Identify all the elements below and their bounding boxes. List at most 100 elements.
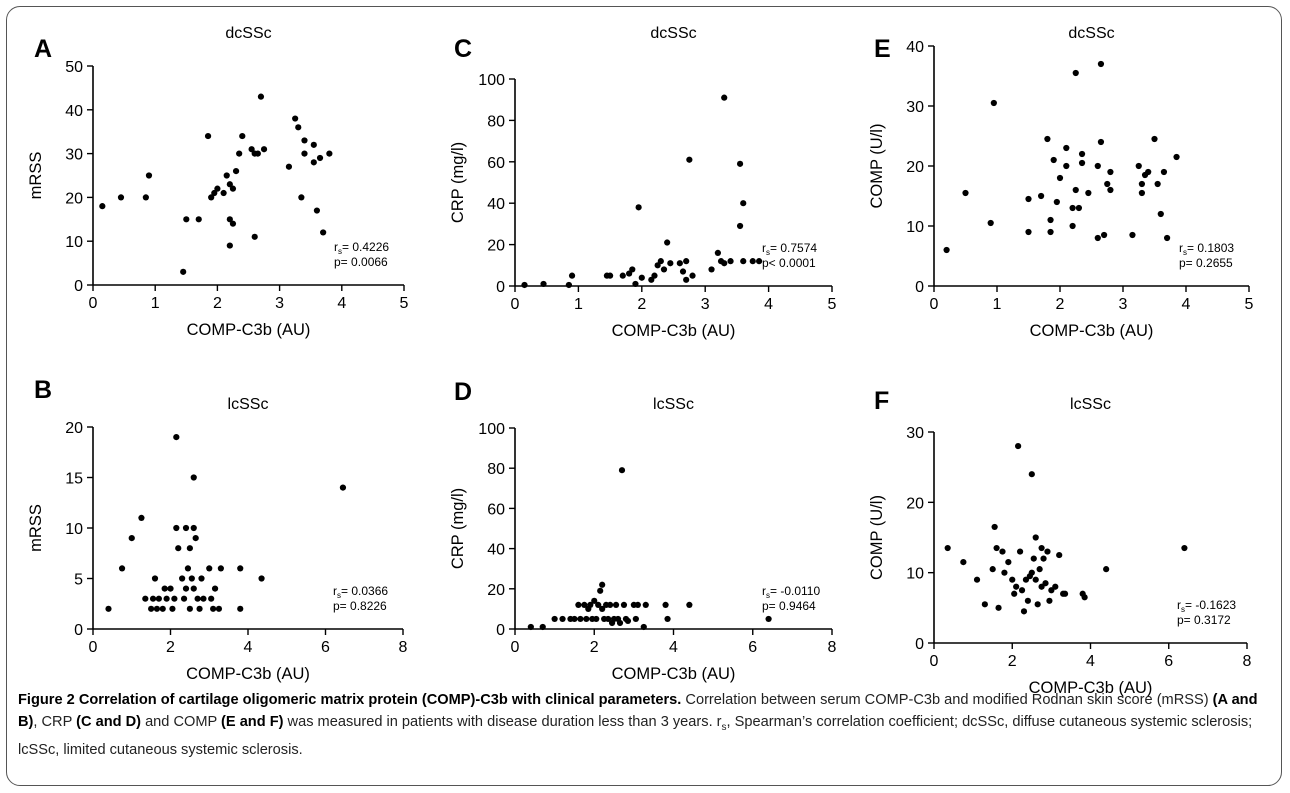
stat-r-symbol: r: [762, 241, 766, 255]
data-point: [204, 132, 212, 140]
data-point: [1030, 555, 1037, 562]
stat-r-value: = 0.1803: [1187, 241, 1234, 255]
data-point: [295, 124, 302, 131]
data-point: [1069, 222, 1076, 230]
stat-p-value: p= 0.9464: [762, 599, 816, 613]
x-tick-label: 4: [669, 639, 678, 656]
data-point: [587, 601, 594, 608]
x-tick-label: 0: [89, 295, 98, 312]
data-point: [171, 595, 178, 602]
data-point: [989, 566, 996, 573]
data-point: [257, 93, 265, 100]
stat-r-symbol: r: [762, 584, 766, 598]
x-axis-label: COMP-C3b (AU): [1030, 322, 1154, 340]
data-point: [105, 605, 112, 612]
y-tick-label: 0: [496, 622, 505, 639]
data-point: [740, 258, 747, 265]
x-tick-label: 0: [511, 296, 520, 313]
data-point: [736, 222, 744, 230]
data-point: [1015, 442, 1022, 450]
caption-panels-ab: (A and B): [18, 692, 1258, 730]
data-point: [1097, 138, 1105, 146]
y-tick-label: 0: [915, 636, 924, 653]
caption-text-5: , Spearman’s correlation coefficient; dc…: [18, 714, 1253, 758]
x-tick-label: 0: [930, 653, 939, 670]
data-point: [657, 258, 664, 265]
caption-text-2: , CRP: [33, 714, 73, 730]
y-tick-label: 30: [906, 425, 924, 442]
stat-r-value: = 0.7574: [770, 241, 817, 255]
data-point: [721, 94, 728, 101]
x-tick-label: 8: [1243, 653, 1252, 670]
data-point: [1078, 159, 1086, 167]
data-point: [151, 575, 159, 582]
figure-caption: Figure 2 Correlation of cartilage oligom…: [18, 689, 1273, 761]
data-point: [198, 575, 205, 582]
data-point: [1040, 555, 1047, 562]
panel-title: dcSSc: [225, 25, 271, 42]
data-point: [1104, 180, 1111, 188]
stat-r-value: = -0.0110: [770, 584, 820, 598]
y-tick-label: 100: [478, 72, 505, 89]
data-point: [182, 585, 190, 592]
data-point: [254, 150, 261, 157]
data-point: [1063, 144, 1070, 152]
x-tick-label: 8: [399, 639, 408, 656]
x-tick-label: 2: [213, 295, 222, 312]
y-tick-label: 30: [906, 99, 924, 116]
data-point: [1042, 580, 1049, 587]
data-point: [1056, 551, 1063, 559]
data-point: [755, 258, 763, 265]
y-tick-label: 20: [65, 420, 83, 437]
data-point: [220, 189, 227, 197]
data-point: [632, 280, 639, 288]
stat-r-subscript: s: [1181, 605, 1185, 614]
data-point: [595, 601, 602, 608]
data-point: [192, 535, 199, 542]
data-point: [629, 266, 636, 273]
caption-text-3: and COMP: [145, 714, 217, 730]
data-point: [167, 585, 174, 592]
stat-r-symbol: r: [1177, 598, 1181, 612]
data-point: [226, 181, 233, 188]
data-point: [149, 595, 157, 602]
stat-p-value: p= 0.0066: [334, 255, 388, 269]
stat-rs: rs= -0.0110: [762, 584, 820, 600]
data-point: [686, 601, 693, 608]
data-point: [683, 276, 690, 283]
data-point: [1072, 69, 1079, 77]
data-point: [593, 615, 600, 623]
data-point: [1028, 569, 1035, 576]
data-point: [118, 565, 126, 572]
y-tick-label: 100: [478, 421, 505, 438]
panel-letter: C: [454, 35, 472, 63]
data-point: [159, 605, 166, 612]
data-point: [1157, 210, 1164, 218]
caption-panels-ef: (E and F): [221, 714, 284, 730]
data-point: [232, 168, 240, 175]
data-point: [223, 172, 230, 179]
caption-text-1: Correlation between serum COMP-C3b and m…: [685, 692, 1209, 708]
data-point: [211, 585, 219, 592]
data-point: [740, 200, 747, 207]
data-point: [138, 514, 145, 522]
stat-p-value: p< 0.0001: [762, 256, 816, 270]
data-point: [736, 160, 744, 167]
data-point: [632, 615, 639, 623]
data-point: [229, 220, 237, 227]
data-point: [619, 272, 626, 279]
data-point: [1154, 180, 1161, 188]
data-point: [634, 601, 641, 608]
data-point: [1025, 228, 1032, 236]
data-point: [1024, 597, 1031, 604]
data-point: [1050, 156, 1057, 164]
data-point: [142, 194, 149, 201]
data-point: [714, 249, 721, 256]
stat-rs: rs= 0.0366: [333, 584, 388, 600]
caption-lead: Figure 2 Correlation of cartilage oligom…: [18, 692, 682, 708]
caption-panels-cd: (C and D): [76, 714, 141, 730]
data-point: [995, 604, 1002, 611]
data-point: [188, 575, 195, 582]
data-point: [987, 219, 994, 227]
